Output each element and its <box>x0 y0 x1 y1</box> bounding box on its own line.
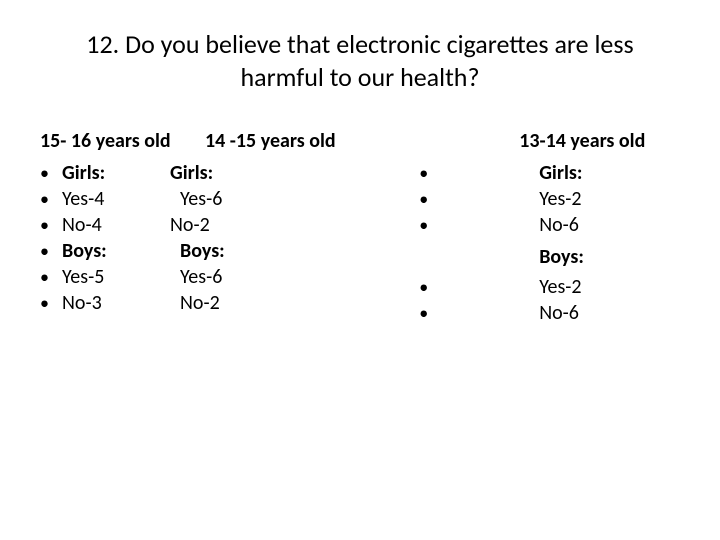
right-girls-rows: Girls:Yes-2No-6 <box>411 159 680 239</box>
left-headers: 15- 16 years old 14 -15 years old <box>40 129 411 153</box>
list-item: Girls:Girls: <box>40 161 411 185</box>
slide-title: 12. Do you believe that electronic cigar… <box>80 28 640 93</box>
list-item: No-4No-2 <box>40 213 411 237</box>
list-item: Yes-4Yes-6 <box>40 187 411 211</box>
right-cell: Yes-2 <box>539 187 581 211</box>
left-cell-a: No-3 <box>62 291 170 315</box>
list-item: No-6 <box>411 213 680 237</box>
list-item: No-3No-2 <box>40 291 411 315</box>
left-cell-a: No-4 <box>62 213 170 237</box>
right-boys-label: Boys: <box>411 245 680 269</box>
header-15-16: 15- 16 years old <box>40 129 205 153</box>
right-column: 13-14 years old Girls:Yes-2No-6 Boys: Ye… <box>411 129 680 327</box>
left-cell-a: Yes-5 <box>62 265 170 289</box>
list-item: Yes-2 <box>411 275 680 299</box>
left-cell-b: Yes-6 <box>170 265 222 289</box>
right-cell: Yes-2 <box>539 275 581 299</box>
left-cell-a: Boys: <box>62 239 170 263</box>
header-13-14: 13-14 years old <box>411 129 680 153</box>
bullet-icon <box>40 162 62 184</box>
bullet-icon <box>411 276 449 298</box>
left-cell-a: Yes-4 <box>62 187 170 211</box>
right-cell: No-6 <box>539 301 579 325</box>
bullet-icon <box>411 214 449 236</box>
left-column: 15- 16 years old 14 -15 years old Girls:… <box>40 129 411 327</box>
header-14-15: 14 -15 years old <box>205 129 336 153</box>
right-cell: No-6 <box>539 213 579 237</box>
bullet-icon <box>40 266 62 288</box>
slide: 12. Do you believe that electronic cigar… <box>0 0 720 540</box>
list-item: No-6 <box>411 301 680 325</box>
left-rows: Girls:Girls:Yes-4Yes-6No-4No-2Boys:Boys:… <box>40 159 411 317</box>
content-area: 15- 16 years old 14 -15 years old Girls:… <box>40 129 680 327</box>
bullet-icon <box>411 302 449 324</box>
list-item: Girls: <box>411 161 680 185</box>
left-cell-b: Yes-6 <box>170 187 222 211</box>
bullet-icon <box>40 214 62 236</box>
right-boys-rows: Yes-2No-6 <box>411 273 680 327</box>
left-cell-b: No-2 <box>170 291 220 315</box>
bullet-icon <box>40 292 62 314</box>
bullet-icon <box>411 162 449 184</box>
left-cell-b: Girls: <box>170 161 213 185</box>
left-cell-b: No-2 <box>170 213 210 237</box>
left-cell-b: Boys: <box>170 239 225 263</box>
list-item: Yes-5Yes-6 <box>40 265 411 289</box>
right-cell: Girls: <box>539 161 582 185</box>
left-cell-a: Girls: <box>62 161 170 185</box>
bullet-icon <box>40 240 62 262</box>
bullet-icon <box>411 188 449 210</box>
list-item: Boys:Boys: <box>40 239 411 263</box>
list-item: Yes-2 <box>411 187 680 211</box>
bullet-icon <box>40 188 62 210</box>
